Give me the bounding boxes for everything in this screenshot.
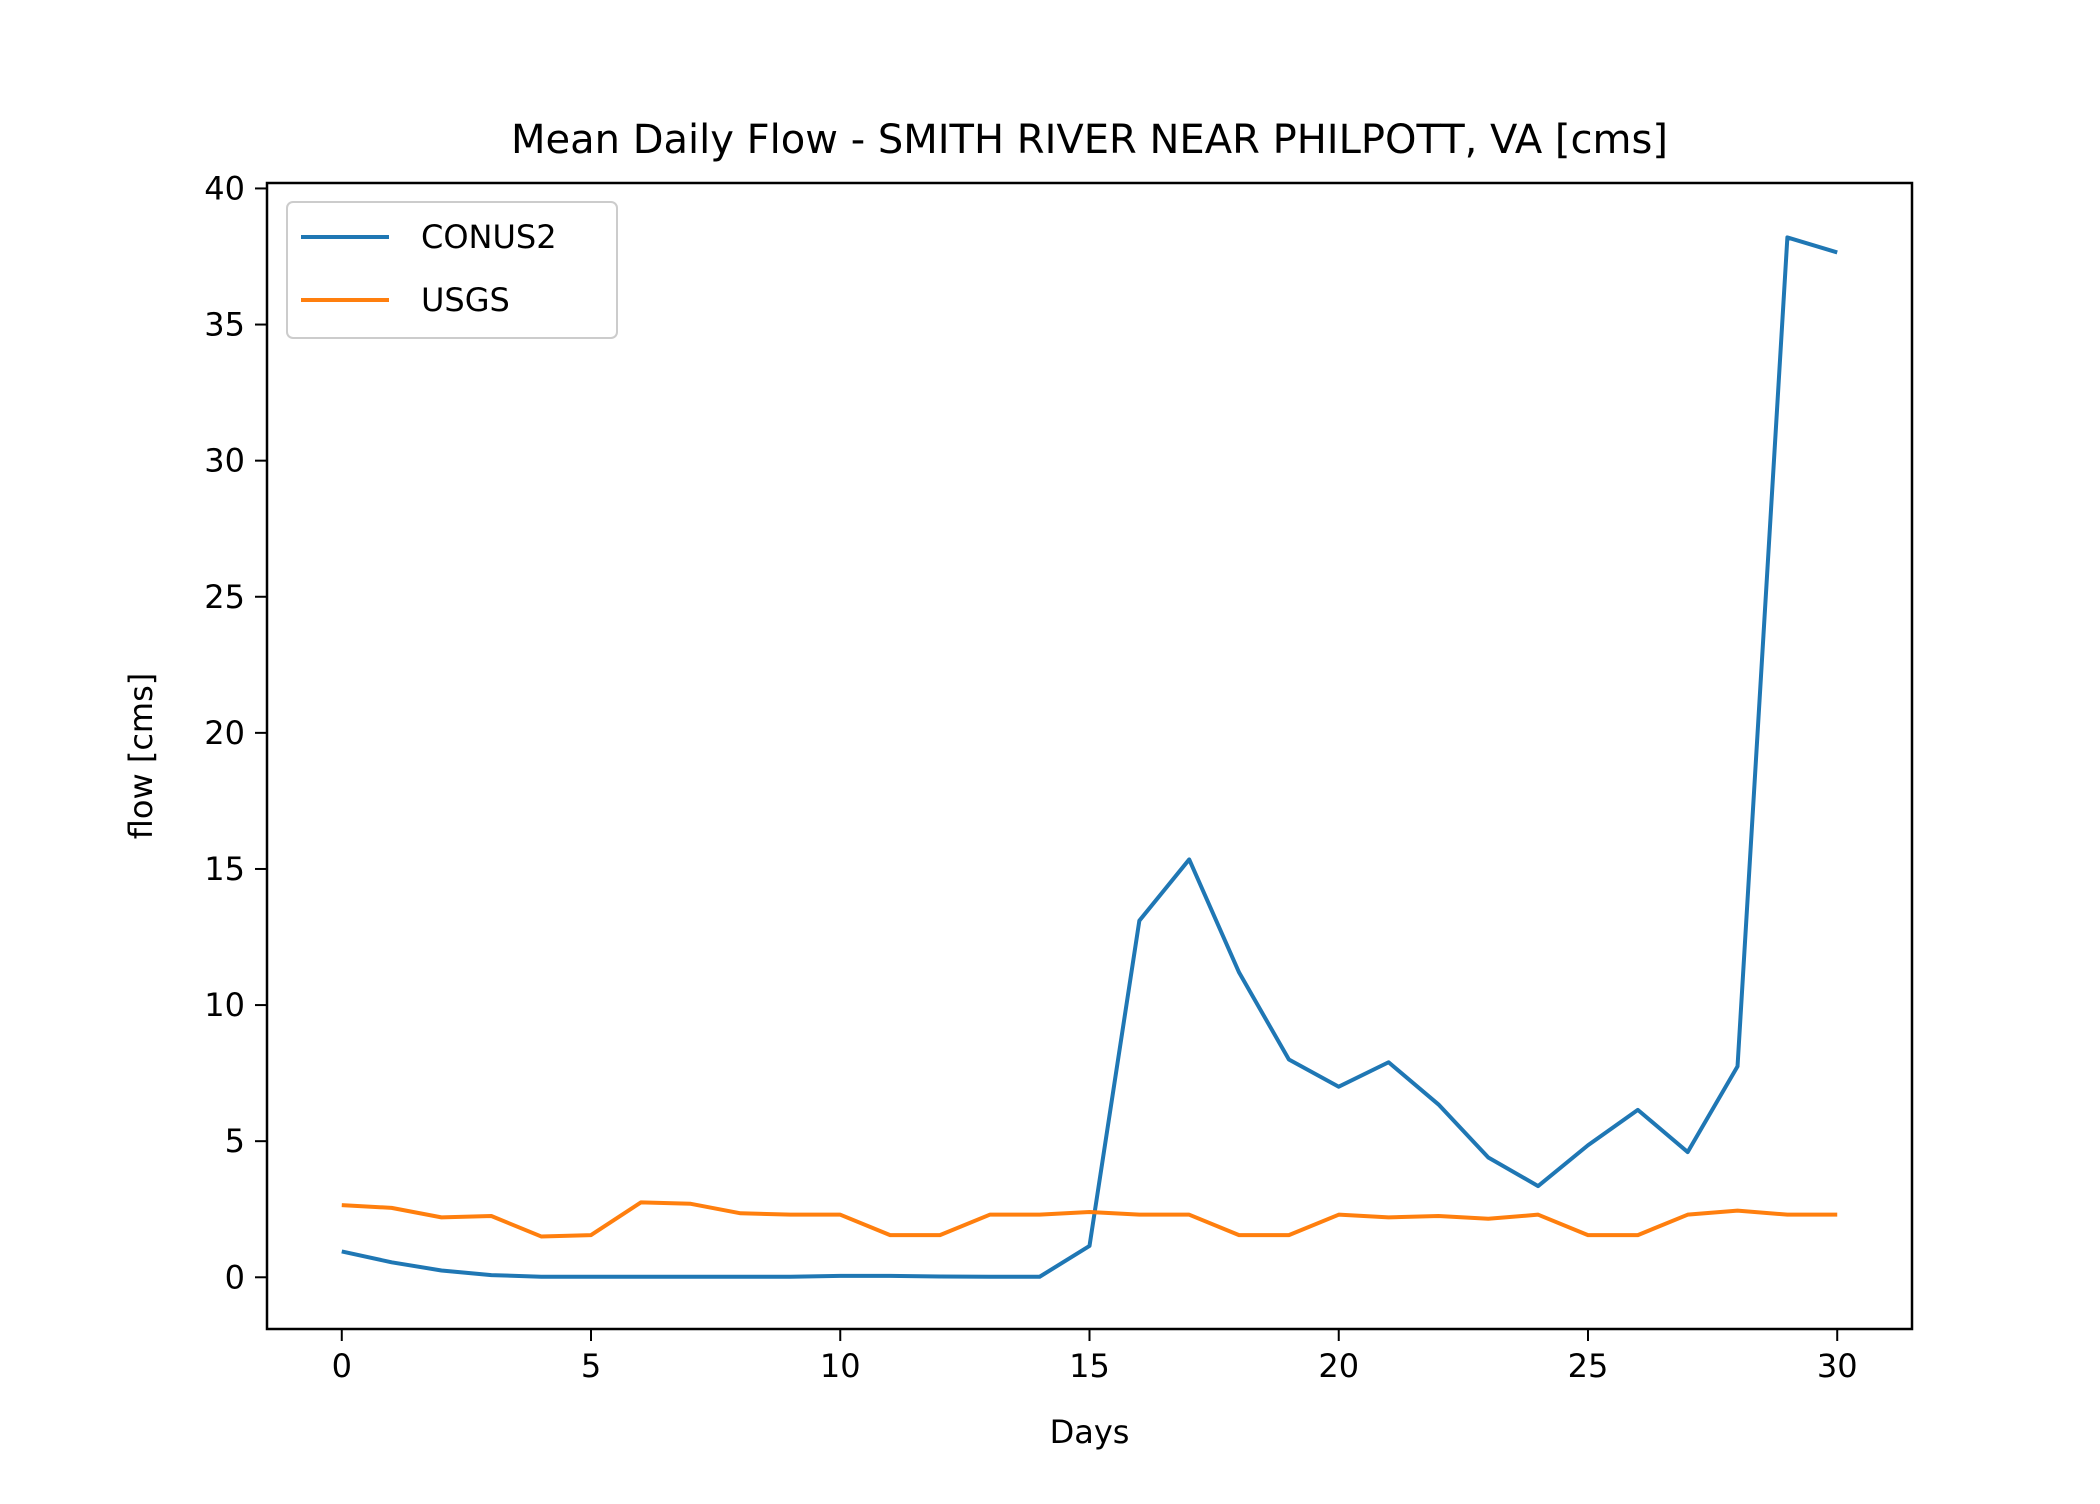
x-tick-label: 20 <box>1318 1347 1359 1385</box>
legend-label-usgs: USGS <box>421 281 510 319</box>
y-tick-label: 25 <box>204 578 245 616</box>
y-tick-label: 10 <box>204 986 245 1024</box>
y-tick-label: 35 <box>204 306 245 344</box>
x-tick-label: 5 <box>581 1347 601 1385</box>
y-axis: 0 5 10 15 20 25 30 35 40 <box>204 169 267 1296</box>
series-lines <box>341 235 1838 1279</box>
x-tick-label: 15 <box>1069 1347 1110 1385</box>
y-tick-label: 0 <box>225 1258 245 1296</box>
series-line-usgs <box>341 1200 1838 1239</box>
x-tick-label: 0 <box>332 1347 352 1385</box>
x-tick-label: 25 <box>1568 1347 1609 1385</box>
series-line-conus2 <box>341 235 1838 1279</box>
y-tick-label: 5 <box>225 1122 245 1160</box>
legend-label-conus2: CONUS2 <box>421 218 557 256</box>
chart-title: Mean Daily Flow - SMITH RIVER NEAR PHILP… <box>511 117 1668 163</box>
x-axis: 0 5 10 15 20 25 30 <box>332 1329 1858 1385</box>
x-tick-label: 30 <box>1817 1347 1858 1385</box>
y-tick-label: 30 <box>204 442 245 480</box>
x-tick-label: 10 <box>820 1347 861 1385</box>
y-tick-label: 40 <box>204 169 245 207</box>
y-axis-label: flow [cms] <box>122 673 160 839</box>
y-tick-label: 20 <box>204 714 245 752</box>
legend: CONUS2 USGS <box>286 201 618 339</box>
x-axis-label: Days <box>1050 1413 1130 1451</box>
y-tick-label: 15 <box>204 850 245 888</box>
